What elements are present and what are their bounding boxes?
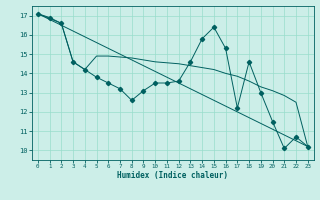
X-axis label: Humidex (Indice chaleur): Humidex (Indice chaleur) (117, 171, 228, 180)
